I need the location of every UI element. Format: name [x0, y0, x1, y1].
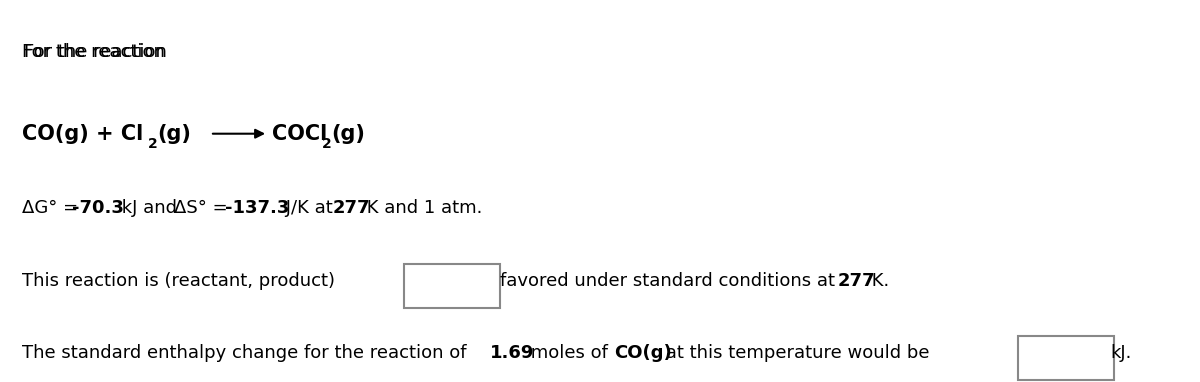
- Text: 277: 277: [838, 272, 876, 290]
- Text: K and 1 atm.: K and 1 atm.: [361, 199, 482, 217]
- Text: 2: 2: [148, 138, 157, 151]
- Text: The standard enthalpy change for the reaction of: The standard enthalpy change for the rea…: [22, 344, 473, 363]
- Text: kJ and: kJ and: [116, 199, 182, 217]
- Text: (g): (g): [331, 124, 365, 144]
- Text: For the reaction: For the reaction: [22, 42, 164, 61]
- Text: -70.3: -70.3: [72, 199, 124, 217]
- Text: favored under standard conditions at: favored under standard conditions at: [500, 272, 841, 290]
- Text: at this temperature would be: at this temperature would be: [660, 344, 930, 363]
- FancyBboxPatch shape: [404, 264, 500, 308]
- Text: ΔS° =: ΔS° =: [174, 199, 233, 217]
- Text: This reaction is (reactant, product): This reaction is (reactant, product): [22, 272, 335, 290]
- Text: K.: K.: [866, 272, 889, 290]
- Text: ΔG° =: ΔG° =: [22, 199, 84, 217]
- Text: 1.69: 1.69: [490, 344, 534, 363]
- Text: (g): (g): [157, 124, 191, 144]
- Text: 277: 277: [334, 199, 371, 217]
- Text: -137.3: -137.3: [226, 199, 289, 217]
- Text: For the reaction: For the reaction: [24, 42, 167, 61]
- Text: CO(g) + Cl: CO(g) + Cl: [22, 124, 143, 144]
- Text: kJ.: kJ.: [1110, 344, 1132, 363]
- Text: COCl: COCl: [272, 124, 328, 144]
- Text: CO(g): CO(g): [614, 344, 672, 363]
- FancyBboxPatch shape: [1018, 336, 1114, 380]
- Text: J/K at: J/K at: [280, 199, 338, 217]
- Text: 2: 2: [322, 138, 331, 151]
- Text: moles of: moles of: [526, 344, 613, 363]
